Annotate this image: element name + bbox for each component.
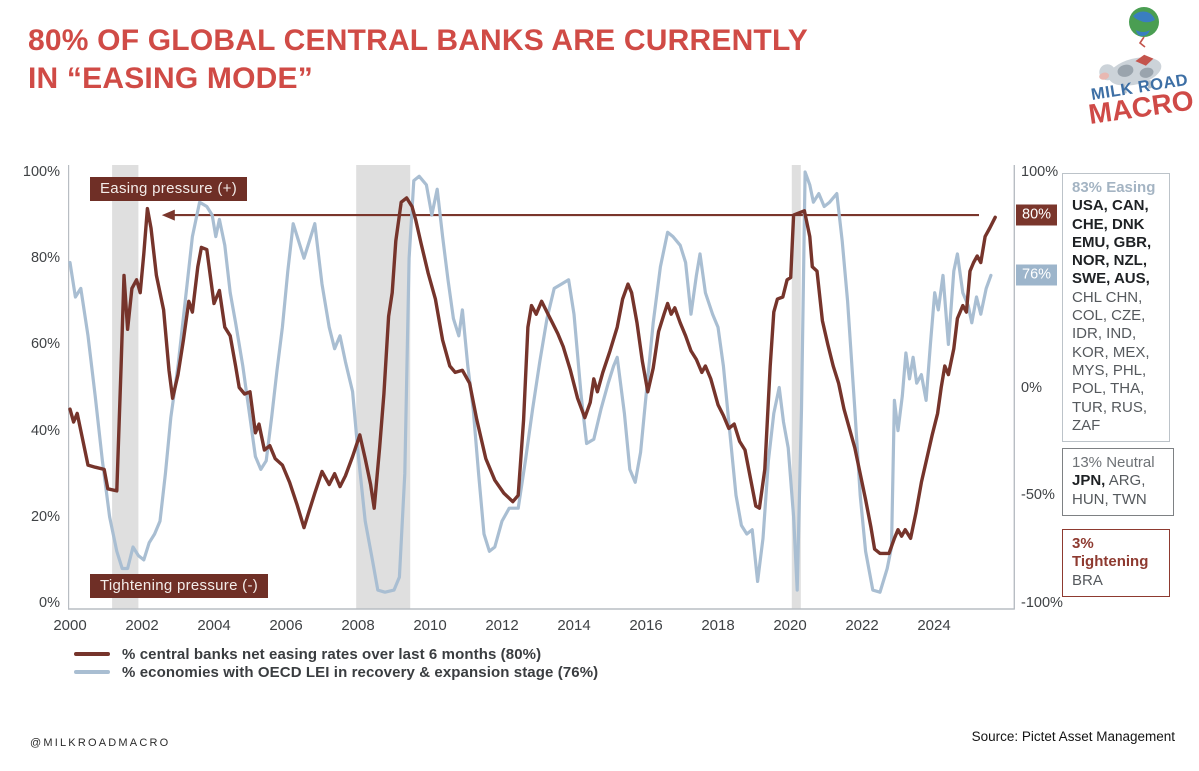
easing-panel-major-countries: USA, CAN, CHE, DNK EMU, GBR, NOR, NZL, S… xyxy=(1072,197,1152,288)
chart-legend: % central banks net easing rates over la… xyxy=(74,645,598,681)
left-axis-tick-0: 0% xyxy=(39,595,60,611)
value-badge-80: 80% xyxy=(1016,204,1058,226)
easing-pressure-label: Easing pressure (+) xyxy=(90,177,248,201)
brand-logo: MILK ROAD MACRO xyxy=(1078,0,1196,130)
central-banks-easing-line xyxy=(68,196,997,556)
x-axis-tick-2012: 2012 xyxy=(485,617,519,634)
easing-panel-header: 83% Easing xyxy=(1072,179,1156,196)
tightening-countries-panel: 3% Tightening BRA xyxy=(1062,529,1170,597)
page-title-line1: 80% OF GLOBAL CENTRAL BANKS ARE CURRENTL… xyxy=(28,24,808,57)
line-chart-plot xyxy=(68,165,1015,610)
left-axis-tick-20: 20% xyxy=(30,508,60,525)
neutral-panel-header: 13% Neutral xyxy=(1072,454,1155,471)
neutral-panel-major-countries: JPN, xyxy=(1072,472,1106,490)
x-axis-tick-2008: 2008 xyxy=(341,617,375,634)
x-axis-tick-2004: 2004 xyxy=(197,617,231,634)
tightening-pressure-label: Tightening pressure (-) xyxy=(90,574,269,598)
right-axis-tick-neg50: -50% xyxy=(1021,487,1055,504)
x-axis-tick-2006: 2006 xyxy=(269,617,303,634)
tightening-panel-countries: BRA xyxy=(1072,571,1103,589)
value-badge-76: 76% xyxy=(1016,264,1058,286)
legend-label-oecd-lei: % economies with OECD LEI in recovery & … xyxy=(122,663,599,681)
x-axis-tick-2000: 2000 xyxy=(53,617,87,634)
page-title: 80% OF GLOBAL CENTRAL BANKS ARE CURRENTL… xyxy=(28,22,808,98)
easing-panel-other-countries: CHL CHN, COL, CZE, IDR, IND, KOR, MEX, M… xyxy=(1072,288,1150,434)
red-line-swatch-icon xyxy=(74,652,110,656)
easing-countries-panel: 83% Easing USA, CAN, CHE, DNK EMU, GBR, … xyxy=(1062,173,1170,443)
left-axis-tick-80: 80% xyxy=(30,250,60,267)
x-axis-tick-2002: 2002 xyxy=(125,617,159,634)
left-axis-tick-40: 40% xyxy=(30,422,60,439)
tightening-panel-header: 3% Tightening xyxy=(1072,535,1149,571)
social-handle: @MILKROADMACRO xyxy=(30,737,171,749)
x-axis-tick-2022: 2022 xyxy=(845,617,879,634)
legend-item-oecd-lei: % economies with OECD LEI in recovery & … xyxy=(74,663,598,681)
recession-band-0 xyxy=(112,165,139,609)
right-axis-tick-0: 0% xyxy=(1021,379,1042,396)
left-axis-tick-100: 100% xyxy=(22,164,60,180)
x-axis-tick-2016: 2016 xyxy=(629,617,663,634)
right-axis-tick-100: 100% xyxy=(1021,164,1059,180)
legend-label-central-banks: % central banks net easing rates over la… xyxy=(122,645,542,663)
blue-line-swatch-icon xyxy=(74,670,110,674)
left-axis-tick-60: 60% xyxy=(30,336,60,353)
neutral-panel-other-countries: ARG, HUN, TWN xyxy=(1072,472,1147,508)
source-credit: Source: Pictet Asset Management xyxy=(971,729,1175,744)
x-axis-tick-2010: 2010 xyxy=(413,617,447,634)
x-axis-tick-2020: 2020 xyxy=(773,617,807,634)
neutral-countries-panel: 13% Neutral JPN, ARG, HUN, TWN xyxy=(1062,448,1174,516)
eighty-pct-arrow-head-icon xyxy=(161,209,175,221)
right-axis-tick-neg100: -100% xyxy=(1021,595,1063,611)
oecd-lei-line xyxy=(68,170,993,594)
legend-item-central-banks: % central banks net easing rates over la… xyxy=(74,645,598,663)
x-axis-tick-2014: 2014 xyxy=(557,617,591,634)
x-axis-tick-2018: 2018 xyxy=(701,617,735,634)
recession-band-2 xyxy=(791,165,801,609)
page-title-line2: IN “EASING MODE” xyxy=(28,62,313,95)
x-axis-tick-2024: 2024 xyxy=(917,617,951,634)
cow-balloon-logo-icon: MILK ROAD MACRO xyxy=(1087,7,1196,130)
